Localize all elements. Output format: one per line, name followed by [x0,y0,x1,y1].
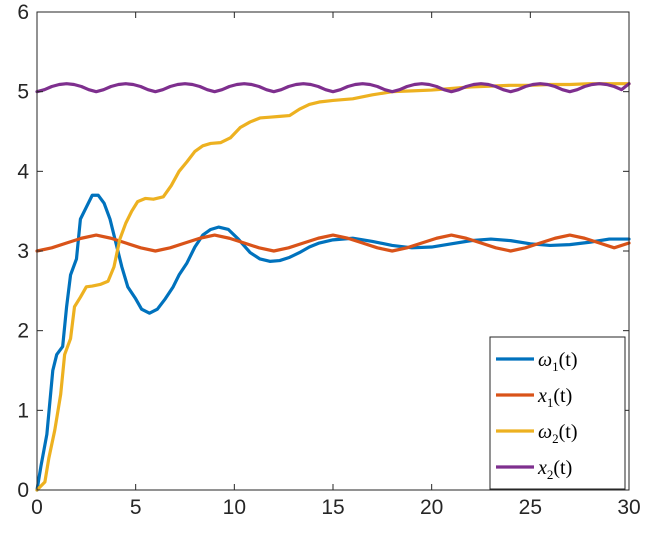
series-layer [35,82,631,492]
y-tick-label: 1 [17,399,29,422]
x-tick-label: 0 [31,496,43,519]
y-tick-label: 2 [17,320,29,343]
x-tick-label: 5 [130,496,142,519]
legend-label: ω2(t) [538,421,578,446]
series-line-4 [35,82,631,94]
y-tick-label: 5 [17,81,29,104]
x-tick-label: 30 [617,496,640,519]
series-line-2 [35,233,631,253]
tick-layer: 0 5 10 15 20 25 30 0 1 2 3 4 5 6 [17,1,640,519]
y-tick-label: 6 [17,1,29,24]
x-tick-label: 15 [321,496,344,519]
legend-label: x1(t) [537,385,572,410]
y-tick-label: 3 [17,240,29,263]
legend: ω1(t) x1(t) ω2(t) x2(t) [489,336,626,490]
y-tick-label: 4 [17,160,29,183]
series-line-3 [35,82,631,492]
x-tick-label: 25 [519,496,542,519]
y-tick-label: 0 [17,479,29,502]
legend-label: x2(t) [537,457,572,482]
series-line-1 [35,193,631,492]
x-tick-label: 20 [420,496,443,519]
legend-box [489,336,626,490]
legend-label: ω1(t) [538,349,578,374]
x-tick-label: 10 [223,496,246,519]
